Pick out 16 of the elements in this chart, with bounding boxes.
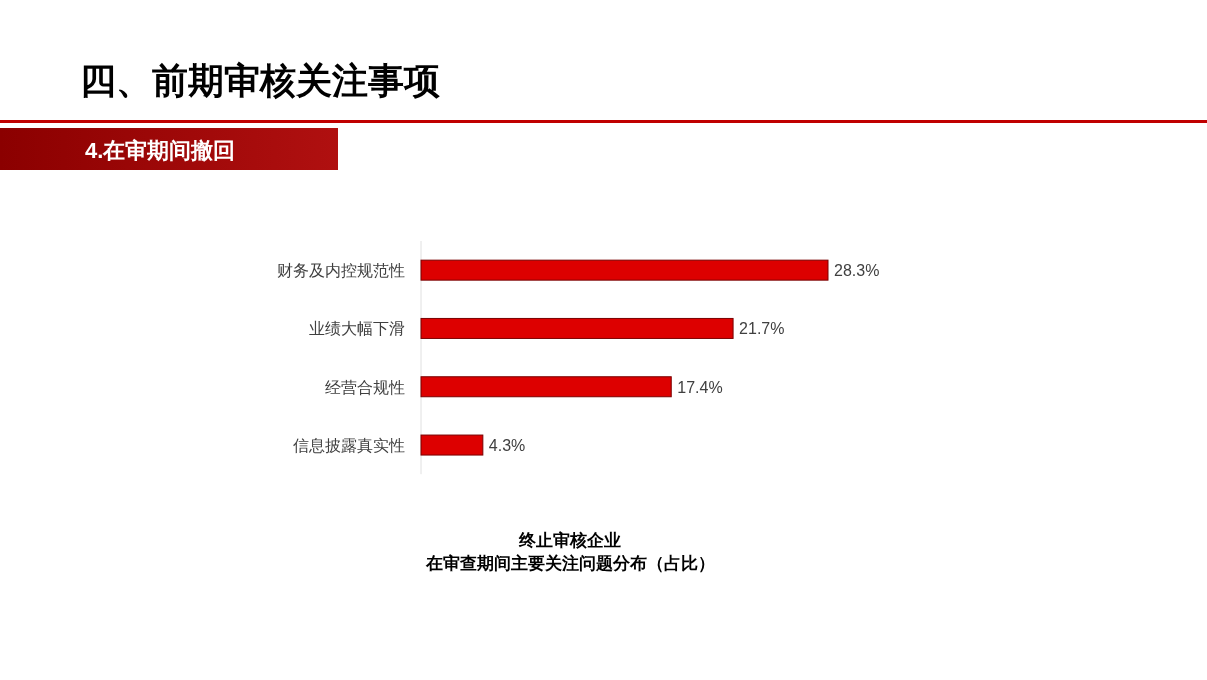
y-tick-label: 财务及内控规范性 <box>277 262 405 280</box>
y-tick-label: 信息披露真实性 <box>293 437 405 455</box>
data-label: 28.3% <box>834 262 880 280</box>
data-label: 4.3% <box>488 437 526 455</box>
bar <box>420 317 734 339</box>
bar <box>420 434 484 456</box>
data-label: 21.7% <box>739 320 785 338</box>
bar <box>420 376 672 398</box>
text: 终止审核企业 <box>518 531 621 550</box>
bar <box>420 259 829 281</box>
text: 4.在审期间撤回 <box>85 138 236 163</box>
y-tick-label: 业绩大幅下滑 <box>309 320 405 338</box>
chart-title: 四、前期审核关注事项 <box>80 60 440 101</box>
data-label: 17.4% <box>677 378 723 396</box>
y-tick-label: 经营合规性 <box>325 378 405 396</box>
text: 在审查期间主要关注问题分布（占比） <box>424 554 715 573</box>
